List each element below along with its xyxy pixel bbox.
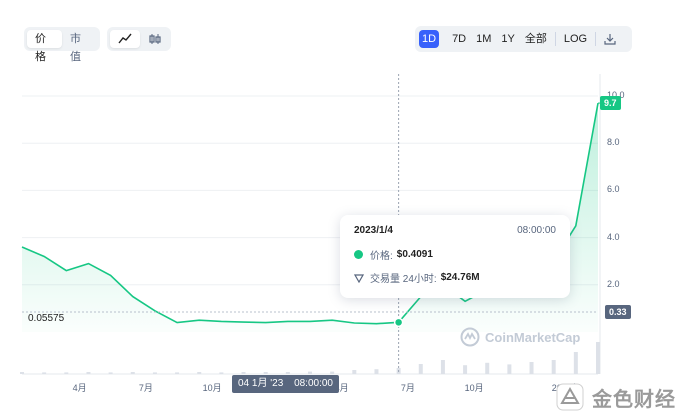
jinse-brand-logo: 金色财经 — [556, 380, 694, 414]
volume-bar — [573, 352, 578, 374]
download-button[interactable] — [599, 33, 621, 45]
line-chart-icon — [118, 33, 132, 44]
crosshair-date: 04 1月 '23 — [238, 378, 284, 389]
x-tick-label: 7月 — [138, 383, 153, 393]
volume-bar — [241, 372, 246, 374]
x-tick-label: 4月 — [72, 383, 87, 393]
volume-bar — [20, 372, 24, 374]
low-price-tag: 0.33 — [605, 305, 631, 319]
coinmarketcap-watermark: CoinMarketCap — [460, 327, 580, 347]
x-tick-label: 4月 — [334, 383, 349, 393]
volume-bar — [507, 364, 512, 374]
volume-bar — [219, 372, 224, 374]
tooltip-price-value: $0.4091 — [396, 249, 433, 260]
candlestick-button[interactable] — [140, 30, 170, 48]
volume-icon — [354, 273, 364, 283]
tooltip-price-label: 价格: — [370, 251, 393, 262]
volume-bar — [263, 372, 268, 374]
volume-bar — [130, 372, 135, 374]
price-area — [22, 103, 598, 332]
y-tick-label: 2.0 — [607, 278, 620, 289]
x-tick-label: 7月 — [400, 383, 415, 393]
volume-bar — [108, 372, 113, 374]
volume-bar — [440, 360, 445, 374]
volume-bar — [175, 372, 180, 374]
volume-bar — [285, 372, 290, 374]
volume-bar — [330, 371, 335, 374]
tooltip-volume-value: $24.76M — [440, 272, 480, 283]
price-marketcap-toggle: 价格 市值 — [24, 27, 100, 63]
volume-bar — [197, 372, 202, 374]
y-tick-label: 6.0 — [607, 184, 620, 195]
download-icon — [604, 34, 616, 45]
volume-bar — [463, 365, 468, 374]
volume-bar — [418, 364, 423, 374]
log-scale-button[interactable]: LOG — [563, 33, 588, 45]
tooltip-volume-label: 交易量 24小时: — [370, 274, 437, 285]
volume-bar — [352, 370, 357, 374]
x-tick-label: 10月 — [202, 383, 222, 393]
volume-bar — [529, 362, 534, 374]
tooltip-date: 2023/1/4 — [354, 225, 393, 236]
price-dot-icon — [354, 250, 363, 259]
marketcap-tab[interactable]: 市值 — [70, 33, 81, 63]
line-chart-button[interactable] — [110, 30, 140, 48]
tooltip-time: 08:00:00 — [517, 225, 556, 236]
current-price-tag: 9.7 — [600, 96, 621, 110]
min-price-label: 0.05575 — [28, 313, 65, 324]
volume-bar — [485, 362, 490, 374]
timeframe-1y[interactable]: 1Y — [501, 33, 515, 45]
crosshair-date-label: 04 1月 '23 08:00:00 — [232, 375, 339, 393]
y-tick-label: 10.0 — [607, 90, 625, 100]
timeframe-selector: 1D 7D 1M 1Y 全部 LOG — [415, 26, 632, 52]
timeframe-1d[interactable]: 1D — [419, 30, 440, 48]
volume-bar — [374, 369, 379, 374]
chart-type-toggle — [107, 27, 171, 51]
volume-bar — [152, 372, 157, 374]
brand-text: 金色财经 — [592, 388, 676, 411]
x-tick-label: 10月 — [464, 383, 484, 393]
volume-bar — [42, 372, 47, 374]
coinmarketcap-logo-icon — [460, 327, 480, 347]
y-tick-label: 4.0 — [607, 231, 620, 242]
price-tab[interactable]: 价格 — [27, 30, 62, 63]
watermark-text: CoinMarketCap — [485, 329, 581, 345]
volume-bar — [596, 342, 600, 374]
divider — [595, 32, 597, 46]
divider — [554, 32, 556, 46]
volume-bar — [86, 372, 91, 374]
timeframe-7d[interactable]: 7D — [452, 33, 467, 45]
candlestick-icon — [149, 34, 161, 44]
hover-point — [393, 317, 404, 328]
timeframe-1m[interactable]: 1M — [476, 33, 492, 45]
timeframe-all[interactable]: 全部 — [524, 33, 547, 45]
price-tooltip: 2023/1/4 08:00:00 价格: $0.4091 交易量 24小时: … — [340, 215, 570, 298]
volume-bar — [551, 360, 556, 374]
volume-bar — [64, 372, 69, 374]
y-tick-label: 8.0 — [607, 137, 620, 148]
jinse-logo-icon — [556, 383, 584, 411]
crosshair-time: 08:00:00 — [294, 378, 333, 389]
volume-bar — [308, 371, 312, 374]
